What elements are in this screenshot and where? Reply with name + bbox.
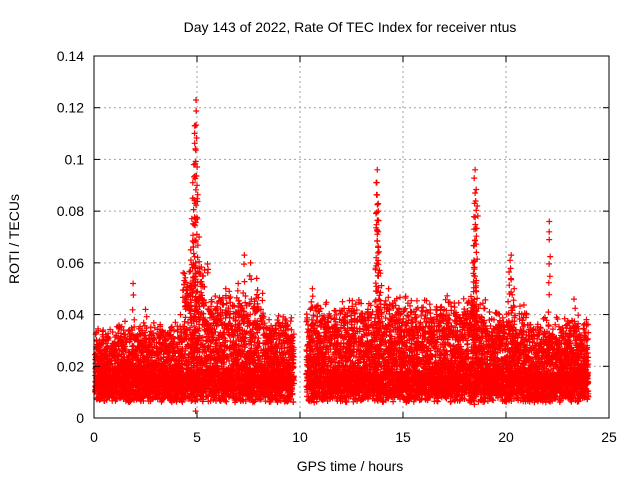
- roti-point: [109, 329, 116, 335]
- roti-point: [120, 327, 127, 334]
- data-points: [92, 97, 592, 415]
- roti-point: [118, 333, 125, 340]
- roti-point: [118, 323, 125, 330]
- roti-point: [100, 327, 107, 334]
- roti-point: [122, 331, 129, 338]
- roti-point: [105, 335, 112, 342]
- roti-point: [122, 318, 128, 325]
